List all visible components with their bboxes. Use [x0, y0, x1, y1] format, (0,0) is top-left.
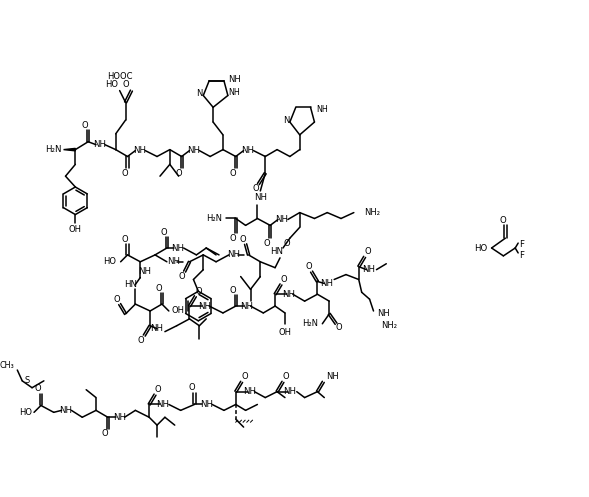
- Text: O: O: [283, 372, 289, 381]
- Text: O: O: [35, 384, 41, 393]
- Text: O: O: [121, 168, 128, 178]
- Text: NH: NH: [198, 302, 211, 311]
- Text: NH: NH: [151, 324, 164, 333]
- Text: O: O: [364, 248, 371, 256]
- Text: NH: NH: [94, 140, 107, 149]
- Text: O: O: [264, 239, 270, 248]
- Text: NH: NH: [362, 265, 375, 274]
- Text: O: O: [138, 336, 144, 345]
- Text: NH: NH: [59, 406, 72, 415]
- Text: O: O: [195, 287, 201, 296]
- Text: HO: HO: [105, 80, 118, 89]
- Text: O: O: [230, 286, 236, 295]
- Text: OH: OH: [69, 225, 82, 234]
- Text: NH: NH: [133, 146, 146, 155]
- Text: OH: OH: [279, 328, 292, 336]
- Text: H₂N: H₂N: [302, 319, 319, 329]
- Text: O: O: [82, 120, 88, 130]
- Text: NH₂: NH₂: [363, 208, 380, 217]
- Text: O: O: [280, 275, 287, 284]
- Text: O: O: [239, 235, 246, 244]
- Text: NH: NH: [320, 279, 333, 288]
- Text: CH₃: CH₃: [0, 361, 14, 370]
- Text: O: O: [113, 295, 120, 304]
- Text: HO: HO: [19, 408, 32, 417]
- Text: O: O: [178, 272, 185, 281]
- Text: O: O: [161, 228, 167, 237]
- Text: O: O: [155, 284, 163, 293]
- Text: NH: NH: [283, 387, 296, 396]
- Text: O: O: [155, 385, 161, 394]
- Text: NH: NH: [378, 310, 390, 319]
- Text: NH: NH: [157, 400, 170, 409]
- Text: NH: NH: [276, 215, 289, 224]
- Text: NH: NH: [200, 400, 213, 409]
- Text: NH: NH: [228, 88, 240, 97]
- Text: NH: NH: [316, 105, 328, 114]
- Text: HO: HO: [474, 244, 488, 252]
- Text: O: O: [176, 168, 182, 178]
- Text: S: S: [25, 376, 30, 385]
- Text: HN: HN: [270, 248, 283, 256]
- Text: NH: NH: [187, 146, 200, 155]
- Text: O: O: [283, 239, 290, 248]
- Text: H₂N: H₂N: [206, 214, 222, 223]
- Text: NH: NH: [171, 244, 184, 252]
- Text: O: O: [230, 234, 236, 243]
- Text: NH: NH: [138, 267, 151, 276]
- Text: N: N: [283, 116, 290, 125]
- Text: NH: NH: [254, 193, 267, 202]
- Text: HN: HN: [124, 280, 137, 289]
- Text: O: O: [230, 168, 236, 178]
- Polygon shape: [64, 149, 75, 151]
- Text: NH: NH: [326, 372, 339, 381]
- Text: O: O: [336, 323, 342, 332]
- Text: NH: NH: [243, 387, 256, 396]
- Text: F: F: [519, 251, 524, 260]
- Text: NH: NH: [240, 302, 253, 311]
- Text: NH: NH: [228, 75, 241, 84]
- Text: HOOC: HOOC: [107, 72, 133, 82]
- Text: O: O: [101, 429, 108, 438]
- Text: NH: NH: [167, 257, 180, 266]
- Text: NH: NH: [241, 146, 254, 155]
- Text: N: N: [196, 89, 202, 98]
- Text: O: O: [241, 372, 248, 381]
- Text: O: O: [123, 80, 129, 89]
- Text: O: O: [499, 216, 506, 225]
- Text: O: O: [188, 383, 195, 392]
- Text: OH: OH: [172, 307, 185, 316]
- Text: HO: HO: [102, 257, 115, 266]
- Text: F: F: [519, 240, 524, 248]
- Text: O: O: [305, 262, 312, 271]
- Text: O: O: [121, 235, 128, 244]
- Text: H₂N: H₂N: [45, 145, 62, 154]
- Text: NH₂: NH₂: [381, 321, 398, 330]
- Text: NH: NH: [282, 290, 295, 299]
- Text: NH: NH: [113, 413, 126, 422]
- Text: NH: NH: [227, 250, 240, 259]
- Text: O: O: [252, 184, 259, 193]
